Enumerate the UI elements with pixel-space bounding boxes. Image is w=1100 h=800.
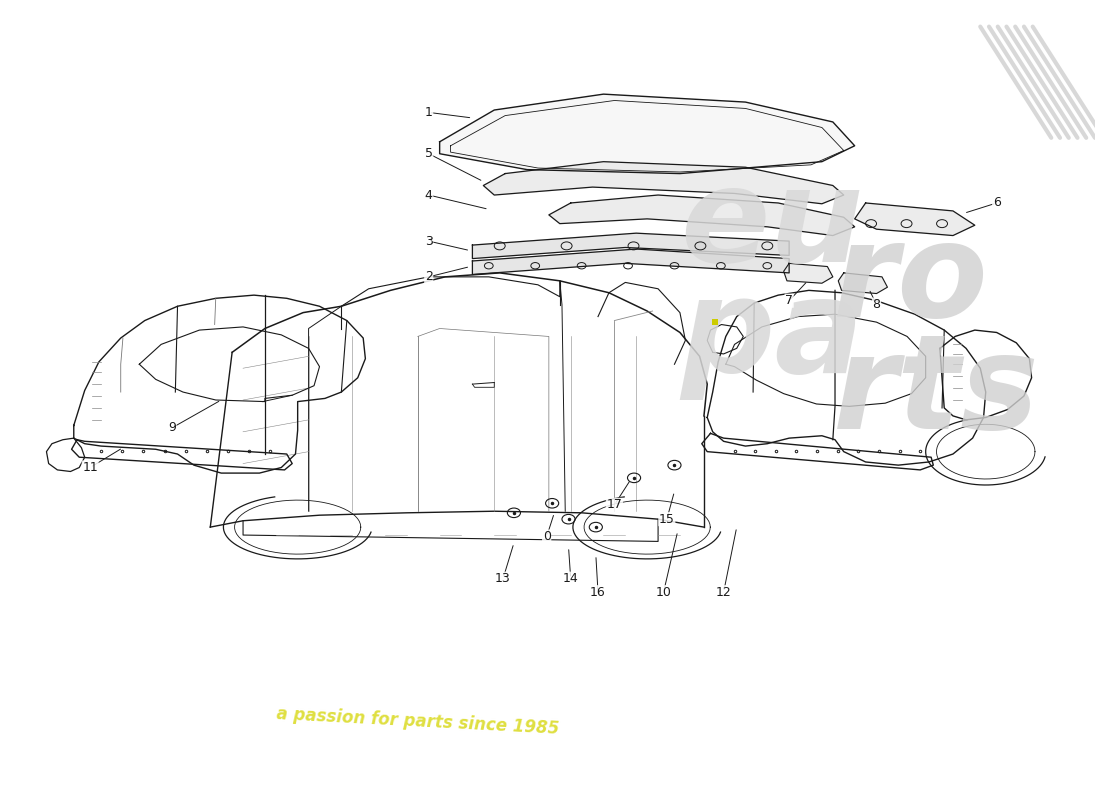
Text: 6: 6 bbox=[992, 197, 1001, 210]
Text: 8: 8 bbox=[872, 298, 880, 311]
Text: 11: 11 bbox=[82, 461, 98, 474]
Polygon shape bbox=[549, 195, 855, 235]
Polygon shape bbox=[855, 203, 975, 235]
Polygon shape bbox=[440, 94, 855, 174]
Text: 16: 16 bbox=[590, 586, 606, 598]
Text: 13: 13 bbox=[495, 572, 510, 586]
Text: ro: ro bbox=[833, 218, 989, 344]
Text: 15: 15 bbox=[659, 513, 674, 526]
Text: 1: 1 bbox=[425, 106, 432, 119]
Text: 7: 7 bbox=[785, 294, 793, 307]
Polygon shape bbox=[483, 162, 844, 204]
Text: 14: 14 bbox=[563, 572, 579, 586]
Text: 4: 4 bbox=[425, 189, 432, 202]
Text: 9: 9 bbox=[168, 422, 176, 434]
Text: rts: rts bbox=[833, 329, 1040, 455]
Text: 10: 10 bbox=[656, 586, 671, 598]
Text: 0: 0 bbox=[542, 530, 551, 543]
Text: 3: 3 bbox=[425, 234, 432, 248]
Text: 12: 12 bbox=[716, 586, 732, 598]
Polygon shape bbox=[472, 249, 789, 274]
Polygon shape bbox=[472, 233, 789, 258]
Polygon shape bbox=[838, 273, 888, 294]
Text: a passion for parts since 1985: a passion for parts since 1985 bbox=[276, 706, 560, 738]
Text: pa: pa bbox=[680, 273, 864, 400]
Text: 17: 17 bbox=[606, 498, 623, 511]
Text: 5: 5 bbox=[425, 147, 432, 160]
Polygon shape bbox=[783, 263, 833, 283]
Text: 2: 2 bbox=[425, 270, 432, 283]
Text: eu: eu bbox=[680, 162, 864, 289]
